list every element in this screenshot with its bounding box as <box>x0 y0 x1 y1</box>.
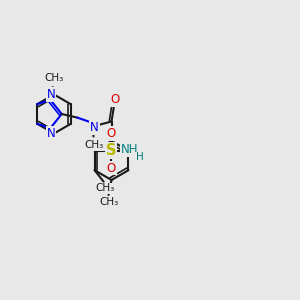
Text: CH₃: CH₃ <box>85 140 104 151</box>
Text: O: O <box>110 93 119 106</box>
Text: N: N <box>90 121 99 134</box>
Text: O: O <box>106 127 116 140</box>
Text: NH: NH <box>121 143 139 156</box>
Text: S: S <box>106 143 116 158</box>
Text: CH₃: CH₃ <box>99 196 118 207</box>
Text: N: N <box>46 88 55 101</box>
Text: CH₃: CH₃ <box>95 183 114 193</box>
Text: H: H <box>136 152 143 162</box>
Text: O: O <box>106 162 116 175</box>
Text: CH₃: CH₃ <box>45 73 64 82</box>
Text: N: N <box>46 127 55 140</box>
